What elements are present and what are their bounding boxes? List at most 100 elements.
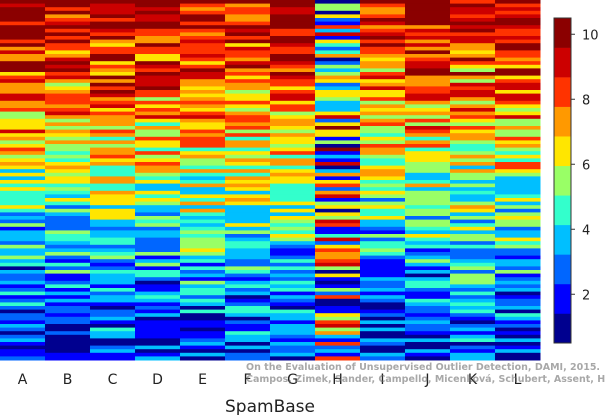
heatmap-cell (270, 180, 316, 185)
heatmap-cell (45, 277, 91, 282)
heatmap-cell (225, 50, 271, 55)
heatmap-cell (360, 230, 406, 235)
heatmap-cell (0, 93, 46, 98)
heatmap-cell (495, 104, 541, 109)
heatmap-cell (315, 10, 361, 15)
heatmap-cell (225, 122, 271, 127)
heatmap-cell (90, 187, 136, 192)
heatmap-cell (270, 72, 316, 77)
heatmap-cell (495, 356, 541, 361)
heatmap-cell (495, 352, 541, 357)
heatmap-cell (495, 97, 541, 102)
heatmap-cell (450, 86, 496, 91)
heatmap-cell (90, 248, 136, 253)
heatmap-cell (315, 252, 361, 257)
heatmap-cell (45, 241, 91, 246)
heatmap-cell (450, 57, 496, 62)
heatmap-cell (495, 266, 541, 271)
heatmap-cell (495, 295, 541, 300)
heatmap-cell (135, 61, 181, 66)
heatmap-cell (225, 259, 271, 264)
heatmap-cell (225, 226, 271, 231)
heatmap-cell (0, 151, 46, 156)
heatmap-cell (270, 212, 316, 217)
heatmap-cell (135, 262, 181, 267)
heatmap-cell (270, 356, 316, 361)
heatmap-cell (315, 176, 361, 181)
heatmap-cell (315, 280, 361, 285)
heatmap-cell (360, 244, 406, 249)
heatmap-cell (45, 0, 91, 5)
heatmap-cell (405, 302, 451, 307)
heatmap-cell (495, 79, 541, 84)
x-tick-label: B (63, 372, 73, 388)
heatmap-cell (270, 32, 316, 37)
heatmap-cell (45, 3, 91, 8)
heatmap-cell (0, 327, 46, 332)
heatmap-cell (405, 342, 451, 347)
heatmap-cell (0, 46, 46, 51)
heatmap-cell (0, 158, 46, 163)
heatmap-cell (450, 82, 496, 87)
heatmap-cell (45, 280, 91, 285)
heatmap-cell (0, 3, 46, 8)
heatmap-cell (90, 194, 136, 199)
heatmap-cell (90, 79, 136, 84)
heatmap-cell (450, 338, 496, 343)
heatmap-cell (405, 190, 451, 195)
heatmap-cell (495, 244, 541, 249)
heatmap-cell (90, 122, 136, 127)
heatmap-cell (450, 21, 496, 26)
heatmap-cell (315, 75, 361, 80)
heatmap-cell (270, 176, 316, 181)
heatmap-cell (315, 230, 361, 235)
heatmap-cell (0, 270, 46, 275)
heatmap-cell (315, 147, 361, 152)
heatmap-cell (495, 320, 541, 325)
heatmap-cell (315, 68, 361, 73)
heatmap-cell (90, 32, 136, 37)
heatmap-cell (270, 86, 316, 91)
heatmap-cell (360, 36, 406, 41)
heatmap-cell (360, 158, 406, 163)
heatmap-cell (90, 25, 136, 30)
heatmap-cell (90, 147, 136, 152)
heatmap-cell (360, 172, 406, 177)
heatmap-cell (0, 162, 46, 167)
heatmap-cell (495, 316, 541, 321)
colorbar-segment (554, 224, 571, 255)
heatmap-cell (0, 216, 46, 221)
heatmap-cell (0, 14, 46, 19)
heatmap-cell (450, 118, 496, 123)
heatmap-cell (90, 162, 136, 167)
heatmap-cell (135, 234, 181, 239)
heatmap-cell (225, 108, 271, 113)
heatmap-cell (0, 309, 46, 314)
heatmap-cell (450, 172, 496, 177)
heatmap-cell (495, 230, 541, 235)
heatmap-cell (270, 342, 316, 347)
heatmap-cell (45, 115, 91, 120)
heatmap-cell (405, 226, 451, 231)
heatmap-cell (180, 111, 226, 116)
heatmap-cell (405, 331, 451, 336)
heatmap-cell (405, 255, 451, 260)
heatmap-cell (450, 122, 496, 127)
heatmap-cell (270, 270, 316, 275)
heatmap-cell (225, 201, 271, 206)
heatmap-cell (450, 18, 496, 23)
heatmap-cell (90, 129, 136, 134)
heatmap-cell (0, 39, 46, 44)
heatmap-cell (270, 118, 316, 123)
heatmap-cell (270, 248, 316, 253)
heatmap-cell (495, 28, 541, 33)
heatmap-cell (45, 244, 91, 249)
heatmap-cell (315, 248, 361, 253)
heatmap-cell (360, 162, 406, 167)
heatmap-cell (135, 309, 181, 314)
heatmap-cell (450, 327, 496, 332)
heatmap-cell (360, 64, 406, 69)
heatmap-cell (405, 349, 451, 354)
heatmap-cell (405, 284, 451, 289)
heatmap-cell (180, 68, 226, 73)
